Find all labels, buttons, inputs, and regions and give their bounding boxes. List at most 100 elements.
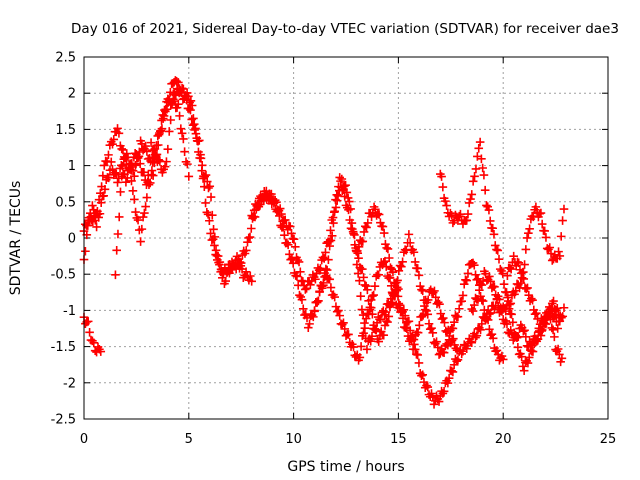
data-point bbox=[162, 157, 171, 166]
data-point bbox=[140, 208, 149, 218]
data-point bbox=[366, 303, 376, 312]
data-point bbox=[417, 312, 427, 322]
data-point bbox=[420, 305, 430, 314]
data-point bbox=[410, 340, 419, 349]
data-point bbox=[368, 309, 377, 319]
data-point bbox=[398, 257, 407, 267]
data-point bbox=[293, 280, 303, 290]
data-point bbox=[463, 209, 473, 219]
data-point bbox=[154, 155, 163, 165]
data-point bbox=[485, 272, 494, 281]
data-point bbox=[326, 283, 336, 292]
data-point bbox=[477, 280, 487, 290]
data-point bbox=[91, 216, 100, 225]
data-point bbox=[519, 366, 529, 375]
data-point bbox=[367, 331, 377, 341]
data-point bbox=[243, 237, 252, 247]
data-point bbox=[104, 173, 114, 183]
data-point bbox=[545, 243, 555, 252]
data-point bbox=[318, 253, 328, 262]
data-point bbox=[393, 292, 403, 301]
data-point bbox=[330, 207, 339, 216]
data-point bbox=[524, 228, 533, 238]
data-point bbox=[473, 295, 483, 304]
data-point bbox=[182, 88, 192, 98]
data-point bbox=[388, 298, 397, 307]
data-point bbox=[474, 144, 484, 153]
x-tick-label: 10 bbox=[285, 432, 302, 447]
data-point bbox=[292, 272, 302, 281]
data-point bbox=[127, 176, 136, 186]
data-point bbox=[245, 271, 255, 281]
data-point bbox=[423, 295, 433, 305]
data-point bbox=[525, 224, 534, 234]
data-point bbox=[439, 348, 449, 357]
data-point bbox=[493, 246, 503, 255]
data-point bbox=[141, 141, 150, 151]
series-track-b bbox=[79, 78, 403, 354]
data-point bbox=[473, 274, 483, 284]
data-point bbox=[297, 295, 307, 304]
data-point bbox=[324, 255, 333, 264]
data-point bbox=[488, 334, 498, 343]
data-point bbox=[374, 210, 384, 219]
data-point bbox=[207, 210, 217, 220]
data-point bbox=[379, 228, 389, 238]
data-point bbox=[540, 226, 550, 236]
data-point bbox=[367, 212, 376, 222]
data-point bbox=[311, 274, 320, 284]
data-point bbox=[332, 196, 342, 205]
y-tick-label: -2.5 bbox=[51, 413, 76, 428]
data-point bbox=[497, 351, 507, 361]
data-point bbox=[512, 332, 521, 342]
data-point bbox=[479, 170, 489, 180]
data-point bbox=[389, 278, 399, 288]
data-point bbox=[118, 145, 128, 155]
data-point bbox=[436, 309, 446, 318]
data-point bbox=[402, 324, 412, 333]
data-point bbox=[326, 236, 336, 245]
data-point bbox=[467, 338, 477, 347]
data-point bbox=[315, 287, 324, 297]
data-point bbox=[285, 222, 295, 231]
data-point bbox=[363, 218, 373, 228]
x-tick-label: 5 bbox=[185, 432, 193, 447]
data-point bbox=[104, 150, 113, 160]
data-point bbox=[495, 295, 504, 304]
data-point bbox=[205, 182, 215, 191]
data-point bbox=[385, 302, 395, 312]
data-point bbox=[192, 136, 202, 146]
data-point bbox=[150, 144, 160, 154]
data-point bbox=[378, 222, 388, 231]
data-point bbox=[319, 254, 329, 263]
data-point bbox=[201, 170, 211, 180]
data-point bbox=[410, 257, 420, 267]
data-point bbox=[112, 246, 121, 255]
data-point bbox=[517, 352, 526, 361]
data-point bbox=[398, 313, 408, 323]
data-point bbox=[482, 201, 491, 210]
data-point bbox=[288, 259, 298, 268]
data-point bbox=[413, 264, 422, 273]
data-point bbox=[128, 166, 138, 176]
data-point bbox=[415, 281, 425, 291]
data-point bbox=[303, 323, 313, 333]
data-point bbox=[439, 387, 449, 396]
data-point bbox=[191, 129, 201, 139]
data-point bbox=[415, 320, 424, 330]
x-tick-label: 20 bbox=[495, 432, 512, 447]
data-point bbox=[326, 226, 335, 235]
data-point bbox=[485, 309, 494, 319]
data-point bbox=[245, 232, 255, 242]
data-point bbox=[209, 224, 218, 234]
data-point bbox=[366, 336, 376, 346]
data-point bbox=[83, 317, 93, 326]
data-point bbox=[397, 262, 406, 271]
data-point bbox=[397, 307, 407, 316]
data-point bbox=[466, 194, 475, 204]
data-point bbox=[350, 230, 359, 240]
data-point bbox=[519, 326, 528, 336]
data-point bbox=[273, 206, 283, 215]
data-point bbox=[506, 299, 516, 308]
data-point bbox=[448, 367, 458, 377]
